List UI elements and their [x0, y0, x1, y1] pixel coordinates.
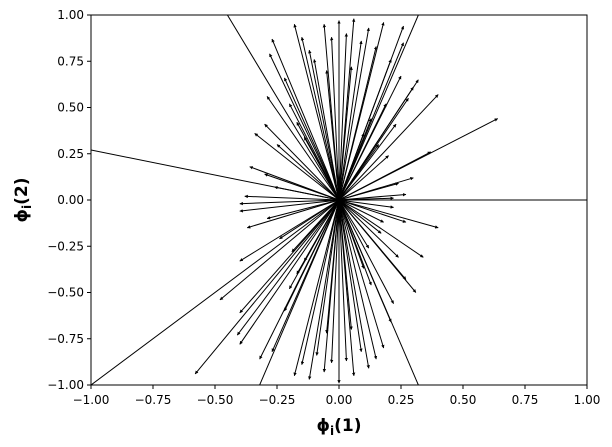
vector-arrow-92 — [266, 199, 340, 220]
vector-arrow-55 — [313, 59, 340, 201]
y-tick-label: −0.50 — [47, 286, 84, 300]
vector-arrow-78 — [283, 77, 340, 201]
x-axis-title: ϕi(1) — [316, 416, 361, 438]
vector-arrow-49 — [338, 199, 384, 223]
vector-arrow-93 — [279, 199, 340, 240]
vector-arrow-95 — [338, 123, 397, 201]
x-tick-label: 0.00 — [326, 393, 353, 407]
vector-arrow-29 — [194, 199, 340, 375]
vector-arrow-47 — [338, 196, 394, 201]
y-tick-label: 0.75 — [57, 54, 84, 68]
vector-arrow-67 — [308, 199, 340, 380]
vector-arrow-54 — [308, 49, 340, 201]
y-tick-label: 0.00 — [57, 193, 84, 207]
vector-arrow-51 — [338, 199, 370, 249]
vector-arrow-43 — [276, 144, 340, 201]
vector-arrow-68 — [315, 199, 340, 356]
vector-arrow-15 — [271, 38, 340, 201]
vector-arrow-90 — [264, 173, 340, 201]
y-tick-label: 1.00 — [57, 8, 84, 22]
vector-arrow-53 — [300, 36, 340, 201]
vector-arrow-96 — [338, 103, 387, 201]
vector-arrow-76 — [338, 199, 378, 360]
vector-arrow-32 — [338, 199, 392, 323]
x-axis: −1.00 −0.75 −0.50 −0.25 0.00 0.25 0.50 0.75 1.00 — [73, 385, 601, 407]
vector-arrow-23 — [246, 199, 340, 229]
vector-arrow-27 — [236, 199, 340, 336]
vector-arrow-45 — [338, 155, 389, 201]
vector-arrow-37 — [338, 79, 419, 201]
vector-arrow-72 — [338, 199, 348, 362]
vector-arrow-65 — [293, 199, 340, 377]
vector-arrow-16 — [269, 53, 340, 201]
x-tick-label: −0.50 — [197, 393, 234, 407]
vector-arrow-25 — [219, 199, 340, 301]
vector-arrow-20 — [244, 194, 340, 201]
arrows-layer — [91, 15, 587, 385]
vector-arrow-59 — [338, 33, 349, 201]
vector-arrow-87 — [338, 133, 365, 201]
vector-arrow-101 — [325, 199, 340, 334]
vector-arrow-70 — [330, 199, 340, 364]
vector-arrow-82 — [283, 199, 340, 312]
y-tick-label: 0.25 — [57, 147, 84, 161]
vector-arrow-98 — [338, 199, 395, 304]
vector-arrow-48 — [338, 199, 394, 209]
vector-arrow-64 — [338, 22, 385, 201]
vector-arrow-74 — [338, 199, 363, 353]
vector-arrow-61 — [338, 40, 363, 201]
vector-arrow-99 — [325, 70, 340, 201]
vector-arrow-3 — [226, 15, 340, 201]
vector-arrow-9 — [338, 151, 432, 201]
vector-arrow-57 — [330, 36, 340, 201]
y-tick-label: −1.00 — [47, 378, 84, 392]
vector-arrow-94 — [291, 199, 340, 253]
vector-arrow-17 — [266, 96, 340, 201]
vector-arrow-62 — [338, 27, 370, 201]
vector-arrow-52 — [293, 23, 340, 201]
vector-arrow-10 — [338, 199, 439, 229]
vector-arrow-19 — [254, 133, 340, 201]
vector-arrow-102 — [338, 199, 353, 330]
vector-arrow-66 — [300, 199, 340, 365]
vector-arrow-22 — [239, 199, 340, 213]
vector-arrow-50 — [338, 199, 382, 234]
x-tick-label: −1.00 — [73, 393, 110, 407]
x-tick-label: −0.75 — [135, 393, 172, 407]
y-tick-label: −0.75 — [47, 332, 84, 346]
x-tick-label: 0.50 — [450, 393, 477, 407]
y-tick-label: −0.25 — [47, 239, 84, 253]
y-axis: −1.00 −0.75 −0.50 −0.25 0.00 0.25 0.50 0.75 1.00 — [47, 8, 91, 392]
vector-arrow-28 — [239, 199, 340, 345]
vector-arrow-8 — [338, 94, 439, 201]
vector-arrow-97 — [338, 199, 407, 280]
vector-arrow-13 — [338, 193, 407, 201]
vector-arrow-14 — [338, 199, 407, 223]
vector-arrow-24 — [239, 199, 340, 262]
x-tick-label: 0.25 — [388, 393, 415, 407]
vector-arrow-75 — [338, 199, 370, 369]
vector-arrow-31 — [271, 199, 340, 353]
y-axis-title: ϕi(2) — [12, 177, 34, 222]
vector-arrow-11 — [338, 199, 424, 258]
vector-arrow-21 — [239, 199, 340, 206]
vector-arrow-2 — [91, 199, 340, 385]
vector-arrow-100 — [338, 66, 353, 201]
vector-arrow-77 — [338, 199, 385, 349]
x-tick-label: 1.00 — [574, 393, 601, 407]
vector-arrow-81 — [303, 136, 340, 201]
vector-arrow-89 — [338, 199, 365, 269]
vector-arrow-46 — [338, 182, 399, 201]
y-tick-label: 0.50 — [57, 101, 84, 115]
vector-arrow-4 — [338, 15, 419, 201]
vector-arrow-91 — [274, 185, 340, 201]
vector-arrow-85 — [303, 199, 340, 262]
vector-arrow-34 — [338, 199, 399, 258]
x-tick-label: −0.25 — [259, 393, 296, 407]
x-tick-label: 0.75 — [512, 393, 539, 407]
vector-arrow-18 — [264, 123, 340, 201]
